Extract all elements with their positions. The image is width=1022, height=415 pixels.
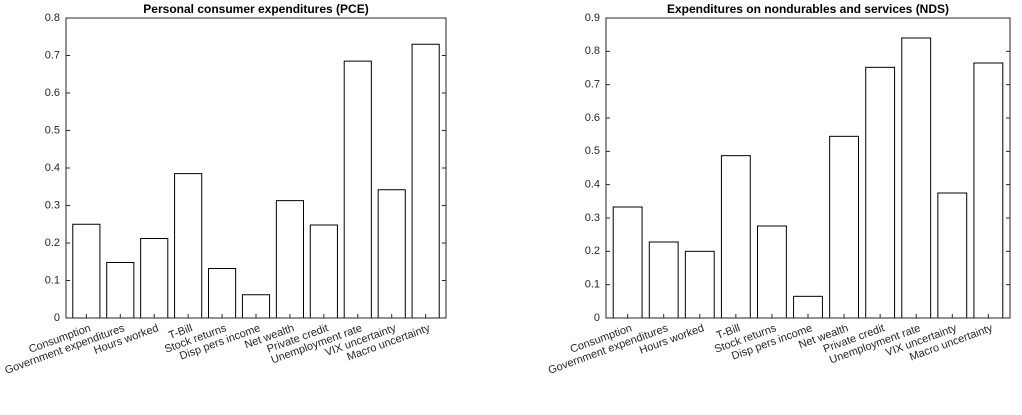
y-tick-label: 0.1 (585, 279, 600, 291)
bar (377, 189, 406, 319)
axes-box (605, 17, 1011, 319)
bar (648, 241, 679, 319)
bar (106, 262, 135, 319)
bar (829, 135, 860, 319)
y-tick-label: 0.8 (585, 45, 600, 57)
y-tick-label: 0.9 (585, 12, 600, 24)
bar (937, 192, 968, 319)
bar (973, 62, 1004, 319)
y-tick-label: 0.7 (45, 49, 60, 61)
bar (275, 200, 305, 319)
y-tick-label: 0.5 (585, 145, 600, 157)
bar (612, 206, 643, 319)
y-tick-label: 0 (54, 312, 60, 324)
y-tick-label: 0.3 (45, 199, 60, 211)
y-tick-label: 0.8 (45, 12, 60, 24)
bar (720, 155, 751, 319)
bar (309, 224, 338, 319)
bar (757, 225, 787, 319)
bar (174, 173, 203, 319)
chart-title: Expenditures on nondurables and services… (667, 2, 949, 16)
y-tick-label: 0.1 (45, 274, 60, 286)
bar (411, 43, 440, 319)
bar (72, 223, 101, 319)
y-tick-label: 0.2 (45, 237, 60, 249)
y-tick-label: 0.4 (45, 162, 60, 174)
bar (865, 66, 896, 319)
axes-box (65, 17, 447, 319)
y-tick-label: 0 (594, 312, 600, 324)
y-tick-label: 0.5 (45, 124, 60, 136)
y-tick-label: 0.6 (45, 87, 60, 99)
y-tick-label: 0.3 (585, 212, 600, 224)
bar (684, 250, 715, 319)
bar (343, 60, 372, 319)
y-tick-label: 0.7 (585, 79, 600, 91)
bar (901, 37, 932, 319)
y-tick-label: 0.2 (585, 245, 600, 257)
y-tick-label: 0.4 (585, 179, 600, 191)
bar (140, 238, 169, 319)
y-tick-label: 0.6 (585, 112, 600, 124)
bar (208, 268, 237, 319)
chart-title: Personal consumer expenditures (PCE) (143, 2, 368, 16)
